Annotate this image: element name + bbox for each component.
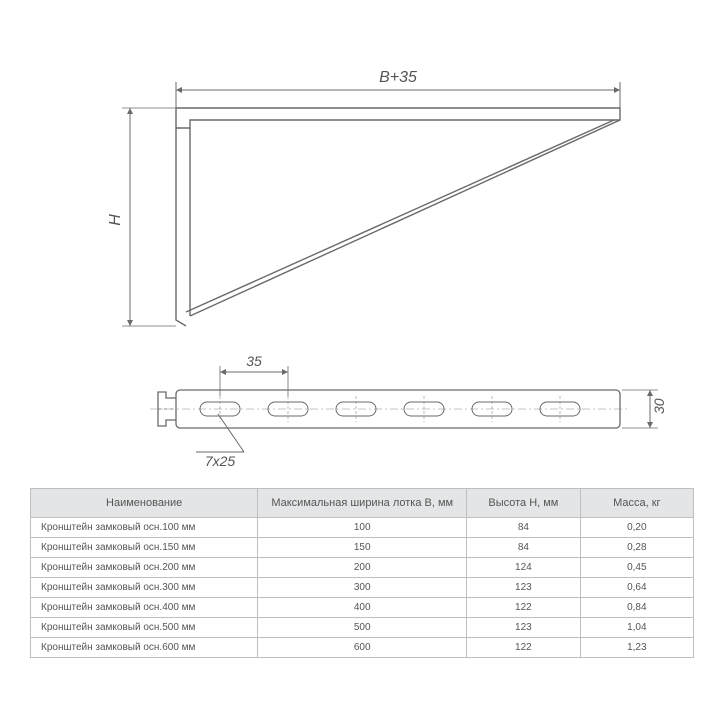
- table-cell: Кронштейн замковый осн.500 мм: [31, 618, 258, 638]
- table-cell: 122: [467, 638, 581, 658]
- table-cell: Кронштейн замковый осн.400 мм: [31, 598, 258, 618]
- table-cell: 150: [258, 538, 467, 558]
- table-cell: Кронштейн замковый осн.150 мм: [31, 538, 258, 558]
- table-cell: 0,20: [580, 518, 693, 538]
- table-row: Кронштейн замковый осн.400 мм4001220,84: [31, 598, 694, 618]
- table-row: Кронштейн замковый осн.150 мм150840,28: [31, 538, 694, 558]
- col-name: Наименование: [31, 489, 258, 518]
- table-cell: 84: [467, 518, 581, 538]
- table-cell: 123: [467, 578, 581, 598]
- table-cell: 0,28: [580, 538, 693, 558]
- table-cell: 0,64: [580, 578, 693, 598]
- dim-label-35: 35: [246, 353, 262, 369]
- table-cell: Кронштейн замковый осн.100 мм: [31, 518, 258, 538]
- bracket-plan-view: [150, 390, 630, 428]
- table-cell: 300: [258, 578, 467, 598]
- table-cell: 100: [258, 518, 467, 538]
- table-cell: 123: [467, 618, 581, 638]
- table-cell: 122: [467, 598, 581, 618]
- technical-drawing: B+35 H: [0, 0, 724, 490]
- col-width: Максимальная ширина лотка B, мм: [258, 489, 467, 518]
- table-cell: 500: [258, 618, 467, 638]
- dim-label-7x25: 7x25: [205, 453, 236, 469]
- dim-label-30: 30: [651, 398, 667, 414]
- table-cell: 200: [258, 558, 467, 578]
- table-cell: 84: [467, 538, 581, 558]
- bracket-side-view: [176, 108, 620, 326]
- table-cell: 124: [467, 558, 581, 578]
- table-row: Кронштейн замковый осн.500 мм5001231,04: [31, 618, 694, 638]
- table-cell: 400: [258, 598, 467, 618]
- col-mass: Масса, кг: [580, 489, 693, 518]
- dim-label-h: H: [107, 214, 124, 226]
- table-cell: 1,23: [580, 638, 693, 658]
- table-row: Кронштейн замковый осн.300 мм3001230,64: [31, 578, 694, 598]
- table-cell: Кронштейн замковый осн.600 мм: [31, 638, 258, 658]
- spec-table: Наименование Максимальная ширина лотка B…: [30, 488, 694, 658]
- table-row: Кронштейн замковый осн.200 мм2001240,45: [31, 558, 694, 578]
- dim-label-top: B+35: [379, 69, 417, 86]
- table-cell: 1,04: [580, 618, 693, 638]
- table-cell: 600: [258, 638, 467, 658]
- table-cell: 0,45: [580, 558, 693, 578]
- table-cell: Кронштейн замковый осн.300 мм: [31, 578, 258, 598]
- table-header-row: Наименование Максимальная ширина лотка B…: [31, 489, 694, 518]
- table-row: Кронштейн замковый осн.600 мм6001221,23: [31, 638, 694, 658]
- table-cell: Кронштейн замковый осн.200 мм: [31, 558, 258, 578]
- col-height: Высота H, мм: [467, 489, 581, 518]
- table-row: Кронштейн замковый осн.100 мм100840,20: [31, 518, 694, 538]
- table-cell: 0,84: [580, 598, 693, 618]
